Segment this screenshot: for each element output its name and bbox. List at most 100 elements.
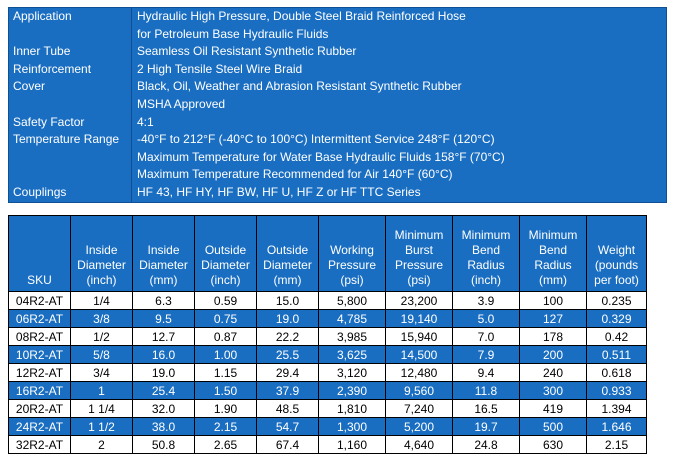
sku-cell: 06R2-AT (8, 309, 71, 328)
table-cell: 67.4 (256, 435, 319, 454)
table-cell: 15,940 (385, 327, 453, 346)
table-cell: 50.8 (132, 435, 195, 454)
hose-sizes-table: SKU Inside Diameter (inch) Inside Diameter (mm… (8, 215, 647, 454)
table-header: SKU Inside Diameter (inch) Inside Diameter (mm… (8, 215, 647, 292)
table-cell: 5.0 (452, 309, 520, 328)
table-cell: 6.3 (132, 291, 195, 310)
table-cell: 2,390 (318, 381, 386, 400)
table-cell: 32.0 (132, 399, 195, 418)
spec-row: Maximum Temperature for Water Base Hydra… (9, 148, 666, 167)
table-cell: 25.5 (256, 345, 319, 364)
column-header-line: Diameter (77, 258, 126, 272)
table-cell: 1 (70, 381, 133, 400)
table-cell: 54.7 (256, 417, 319, 436)
column-header-line: Radius (534, 258, 572, 272)
spec-row: Cover Black, Oil, Weather and Abrasion Re… (9, 78, 666, 96)
table-cell: 7.0 (452, 327, 520, 346)
column-header-line: Weight (597, 243, 636, 257)
column-header-line: (mm) (539, 273, 567, 287)
table-cell: 3/4 (70, 363, 133, 382)
table-cell: 3,625 (318, 345, 386, 364)
spec-row: for Petroleum Base Hydraulic Fluids (9, 25, 666, 44)
column-header-line: (psi) (407, 273, 431, 287)
table-cell: 9.4 (452, 363, 520, 382)
table-row: 06R2-AT 3/8 9.5 0.75 19.0 4,785 19,140 5.0 127 0.… (8, 309, 647, 328)
table-cell: 19.7 (452, 417, 520, 436)
sku-cell: 04R2-AT (8, 291, 71, 310)
spec-label: Application (9, 8, 132, 26)
spec-row: Application Hydraulic High Pressure, Doub… (9, 8, 666, 26)
column-header-line: (mm) (273, 273, 302, 287)
column-header-line: Bend (471, 243, 501, 257)
column-header-line: SKU (27, 273, 52, 287)
table-row: 24R2-AT 1 1/2 38.0 2.15 54.7 1,300 5,200 19.7 50… (8, 417, 647, 436)
spec-row: Maximum Temperature Recommended for Air … (9, 166, 666, 184)
table-cell: 1.646 (586, 417, 647, 436)
table-cell: 2.65 (194, 435, 257, 454)
column-header-line: (inch) (470, 273, 501, 287)
spec-label (9, 166, 132, 184)
spec-value: -40°F to 212°F (-40°C to 100°C) Intermit… (137, 132, 495, 147)
table-cell: 5,800 (318, 291, 386, 310)
column-header-line: (psi) (340, 273, 364, 287)
column-header-line: Diameter (201, 258, 250, 272)
table-cell: 0.235 (586, 291, 647, 310)
table-cell: 3,120 (318, 363, 386, 382)
table-cell: 14,500 (385, 345, 453, 364)
table-cell: 0.329 (586, 309, 647, 328)
table-cell: 7,240 (385, 399, 453, 418)
table-cell: 0.75 (194, 309, 257, 328)
table-cell: 1,810 (318, 399, 386, 418)
column-header-line: per foot) (594, 273, 639, 287)
table-cell: 19,140 (385, 309, 453, 328)
table-cell: 25.4 (132, 381, 195, 400)
spec-label: Safety Factor (9, 113, 132, 132)
table-cell: 19.0 (256, 309, 319, 328)
table-cell: 24.8 (452, 435, 520, 454)
sku-cell: 08R2-AT (8, 327, 71, 346)
table-cell: 1 1/2 (70, 417, 133, 436)
table-cell: 19.0 (132, 363, 195, 382)
column-header-line: Inside (147, 243, 180, 257)
table-cell: 0.511 (586, 345, 647, 364)
spec-value: Black, Oil, Weather and Abrasion Resista… (137, 79, 462, 94)
table-cell: 1/2 (70, 327, 133, 346)
column-header: Working Pressure (psi) (318, 215, 386, 292)
column-header: SKU (8, 215, 71, 292)
table-cell: 1 1/4 (70, 399, 133, 418)
column-header: Minimum Bend Radius (mm) (519, 215, 587, 292)
spec-label: Reinforcement (9, 60, 132, 79)
spec-label: Inner Tube (9, 43, 132, 61)
column-header: Outside Diameter (mm) (256, 215, 319, 292)
column-header-line: (inch) (86, 273, 117, 287)
column-header-line: Minimum (528, 228, 578, 242)
table-cell: 15.0 (256, 291, 319, 310)
table-cell: 12,480 (385, 363, 453, 382)
table-cell: 5/8 (70, 345, 133, 364)
spec-value: Maximum Temperature Recommended for Air … (137, 167, 453, 182)
table-cell: 630 (519, 435, 587, 454)
spec-value: 4:1 (137, 114, 154, 129)
table-cell: 38.0 (132, 417, 195, 436)
column-header-line: Inside (85, 243, 118, 257)
table-cell: 23,200 (385, 291, 453, 310)
table-cell: 1.394 (586, 399, 647, 418)
column-header-line: Outside (204, 243, 247, 257)
sku-cell: 20R2-AT (8, 399, 71, 418)
table-cell: 7.9 (452, 345, 520, 364)
table-cell: 22.2 (256, 327, 319, 346)
table-cell: 200 (519, 345, 587, 364)
spec-label: Couplings (9, 183, 132, 202)
table-row: 04R2-AT 1/4 6.3 0.59 15.0 5,800 23,200 3.9 100 0.… (8, 291, 647, 310)
column-header: Outside Diameter (inch) (194, 215, 257, 292)
table-cell: 3,985 (318, 327, 386, 346)
table-row: 10R2-AT 5/8 16.0 1.00 25.5 3,625 14,500 7.9 200 0… (8, 345, 647, 364)
table-row: 32R2-AT 2 50.8 2.65 67.4 1,160 4,640 24.8 630 2.1… (8, 435, 647, 454)
table-cell: 1.50 (194, 381, 257, 400)
spec-label: Cover (9, 78, 132, 96)
table-cell: 5,200 (385, 417, 453, 436)
table-row: 20R2-AT 1 1/4 32.0 1.90 48.5 1,810 7,240 16.5 41… (8, 399, 647, 418)
spec-label: Temperature Range (9, 131, 132, 149)
column-header-line: Diameter (263, 258, 312, 272)
column-header-line: Burst (404, 243, 433, 257)
